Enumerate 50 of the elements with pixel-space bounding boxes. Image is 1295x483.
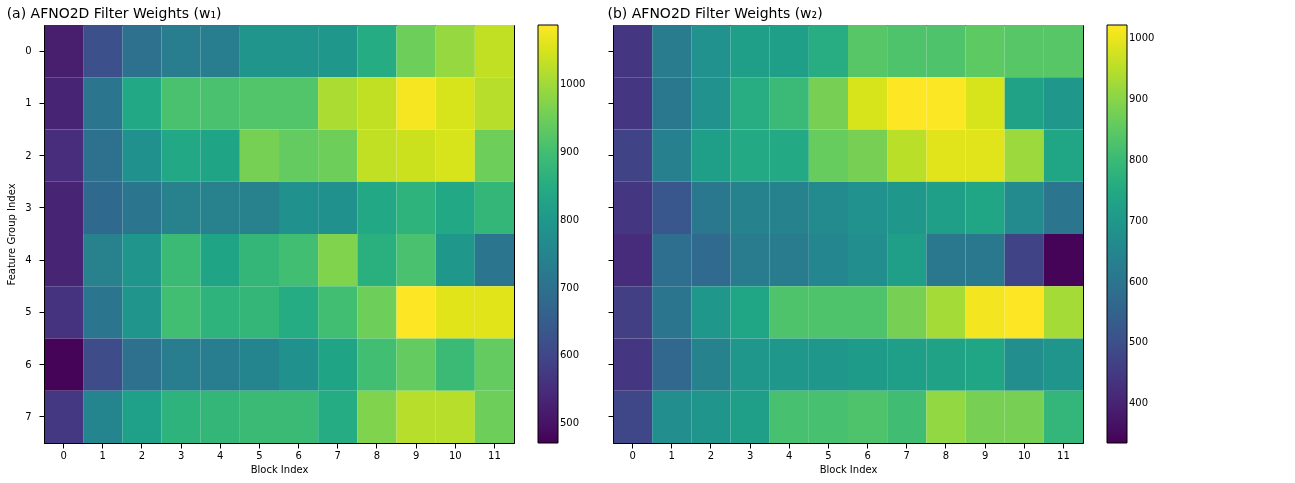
x-tick-label: 7: [903, 449, 910, 461]
x-axis-title: Block Index: [250, 463, 309, 475]
y-tick-label: 3: [25, 201, 32, 213]
y-axis-title: Feature Group Index: [6, 183, 18, 286]
x-tick-label: 2: [707, 449, 715, 461]
x-tick-label: 2: [138, 449, 146, 461]
y-tick-label: 4: [25, 254, 32, 266]
x-axis-title: Block Index: [819, 463, 878, 475]
y-tick-label: 2: [25, 149, 32, 161]
x-tick-label: 0: [629, 449, 636, 461]
x-tick-label: 5: [256, 449, 263, 461]
color-bar-label: 600: [560, 349, 580, 361]
color-bar-label: 800: [560, 213, 580, 225]
y-tick-label: 7: [25, 410, 32, 422]
x-tick-label: 6: [864, 449, 871, 461]
x-tick-label: 4: [786, 449, 793, 461]
y-tick-label: 1: [25, 97, 32, 109]
x-tick-label: 9: [981, 449, 989, 461]
y-tick-label: 5: [25, 306, 32, 318]
x-tick-label: 8: [373, 449, 381, 461]
x-tick-label: 4: [217, 449, 224, 461]
x-tick-label: 3: [746, 449, 754, 461]
x-tick-label: 10: [448, 449, 462, 461]
x-tick-label: 11: [488, 449, 501, 461]
x-tick-label: 11: [1057, 449, 1070, 461]
x-tick-label: 3: [177, 449, 185, 461]
color-bar-label: 800: [1129, 153, 1149, 165]
x-tick-label: 8: [942, 449, 950, 461]
color-bar-label: 900: [560, 145, 580, 157]
color-bar-label: 1000: [1129, 31, 1155, 43]
x-tick-label: 0: [60, 449, 67, 461]
color-bar-label: 500: [560, 417, 580, 429]
color-bar-label: 700: [1129, 214, 1149, 226]
x-tick-label: 10: [1017, 449, 1031, 461]
color-bar-label: 400: [1129, 397, 1149, 409]
chart-title: (b) AFNO2D Filter Weights (w₂): [607, 5, 823, 21]
color-bar-label: 1000: [560, 78, 586, 90]
x-tick-label: 1: [99, 449, 106, 461]
color-bar-label: 700: [560, 281, 580, 293]
x-tick-label: 1: [668, 449, 675, 461]
x-tick-label: 7: [334, 449, 341, 461]
color-bar-label: 500: [1129, 336, 1149, 348]
chart-title: (a) AFNO2D Filter Weights (w₁): [6, 5, 222, 21]
color-bar-label: 600: [1129, 275, 1149, 287]
color-bar-label: 900: [1129, 92, 1149, 104]
x-tick-label: 6: [295, 449, 302, 461]
y-tick-label: 0: [25, 45, 32, 57]
x-tick-label: 5: [825, 449, 832, 461]
x-tick-label: 9: [412, 449, 420, 461]
y-tick-label: 6: [25, 358, 32, 370]
